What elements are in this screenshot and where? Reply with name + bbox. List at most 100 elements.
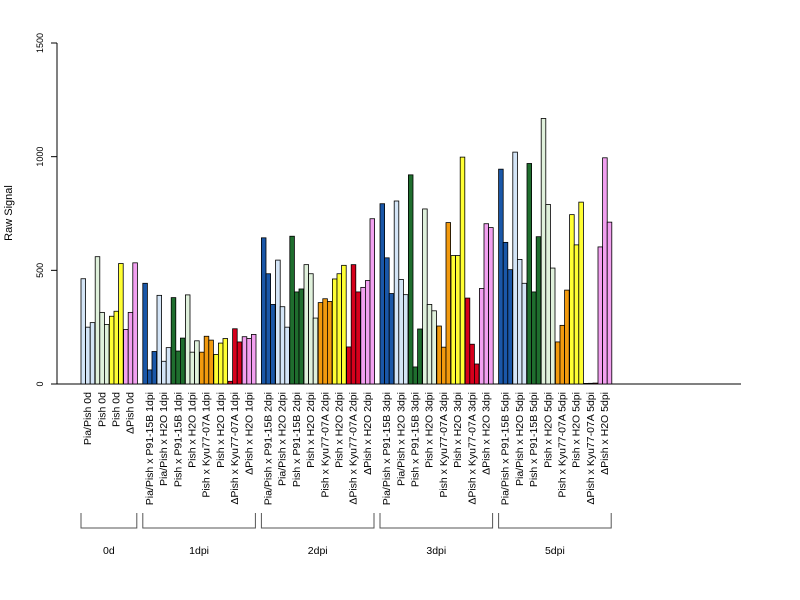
y-tick-label: 1500 xyxy=(35,33,45,53)
bar xyxy=(388,293,395,385)
x-tick-label: Pish x Kyu77-07A 5dpi xyxy=(557,392,569,498)
bar xyxy=(227,380,233,385)
bar xyxy=(455,255,461,385)
x-tick-label: Pia/Pish x P91-15B 1dpi xyxy=(144,392,156,505)
bar xyxy=(412,366,418,385)
x-tick-label: Pish x Kyu77-07A 3dpi xyxy=(438,392,450,498)
group-bracket xyxy=(498,513,612,529)
bar xyxy=(250,334,257,385)
bar xyxy=(498,168,504,385)
x-tick-label: Pish x P91-15B 2dpi xyxy=(291,392,303,487)
bar xyxy=(436,325,442,385)
bar xyxy=(213,354,219,385)
group-bracket xyxy=(260,513,375,529)
y-axis-label: Raw Signal xyxy=(3,185,15,241)
bar xyxy=(109,315,115,385)
x-tick-label: Pia/Pish x H2O 1dpi xyxy=(158,392,170,486)
bar xyxy=(417,328,423,385)
bar xyxy=(222,338,228,385)
x-tick-label: ΔPish x Kyu77-07A 1dpi xyxy=(229,392,241,505)
bars-layer xyxy=(80,118,613,385)
y-tick-label: 0 xyxy=(35,381,45,386)
bar xyxy=(246,338,252,385)
x-tick-label: Pish x H2O 5dpi xyxy=(542,392,554,468)
bar xyxy=(85,326,91,385)
bar xyxy=(531,291,537,385)
bar xyxy=(564,289,570,385)
bar xyxy=(336,273,342,385)
bar xyxy=(535,236,542,385)
x-tick-label: Pish x H2O 2dpi xyxy=(334,392,346,468)
bar xyxy=(402,294,409,385)
bar xyxy=(398,279,404,385)
bar xyxy=(161,360,167,385)
bar xyxy=(450,255,456,385)
bar xyxy=(89,322,96,385)
bar xyxy=(512,151,518,385)
bar xyxy=(502,241,509,385)
x-tick-label: Pish x H2O 2dpi xyxy=(305,392,317,468)
bar xyxy=(203,335,210,385)
bar xyxy=(170,297,177,385)
bar xyxy=(289,235,295,385)
x-tick-label: Pish x H2O 1dpi xyxy=(187,392,199,468)
bar xyxy=(175,350,181,385)
bar xyxy=(194,340,200,385)
x-tick-label: Pish x Kyu77-07A 1dpi xyxy=(201,392,213,498)
bar xyxy=(179,337,186,385)
bar xyxy=(573,244,580,385)
x-tick-label: Pia/Pish x P91-15B 5dpi xyxy=(500,392,512,505)
x-tick-label: Pish x H2O 3dpi xyxy=(452,392,464,468)
group-brackets: 0d 1dpi 2dpi 3dpi 5dpi xyxy=(80,513,612,557)
bar xyxy=(483,223,489,385)
x-tick-label: Pish x Kyu77-07A 2dpi xyxy=(319,392,331,498)
group-label: 2dpi xyxy=(308,545,328,557)
bar xyxy=(464,297,471,385)
x-tick-label: Pia/Pish x H2O 5dpi xyxy=(514,392,526,486)
bar xyxy=(540,118,547,385)
bar xyxy=(559,324,565,385)
x-tick-label: Pish x H2O 1dpi xyxy=(215,392,227,468)
bar xyxy=(284,326,290,385)
x-tick-label: Pish x P91-15B 5dpi xyxy=(528,392,540,487)
bar xyxy=(583,382,589,385)
bar xyxy=(478,288,485,385)
group-label: 1dpi xyxy=(189,545,209,557)
bar xyxy=(270,304,276,385)
bar xyxy=(275,259,281,385)
bar xyxy=(303,264,309,385)
x-tick-label: Pia/Pish x H2O 3dpi xyxy=(395,392,407,486)
y-axis: 0 500 1000 1500 xyxy=(35,33,58,387)
bar xyxy=(473,363,480,385)
bar xyxy=(308,273,314,385)
group-label: 3dpi xyxy=(426,545,446,557)
bar xyxy=(265,273,271,385)
bar xyxy=(545,204,551,385)
x-tick-label: Pish x P91-15B 1dpi xyxy=(172,392,184,487)
bar xyxy=(384,257,390,385)
bar xyxy=(426,304,433,385)
bar xyxy=(346,346,352,385)
bar xyxy=(407,174,414,385)
bar xyxy=(606,221,613,385)
bar xyxy=(312,317,319,385)
bar xyxy=(279,306,286,385)
bar xyxy=(422,208,428,385)
x-tick-label: Pia/Pish x H2O 2dpi xyxy=(277,392,289,486)
x-tick-label: Pish 0d xyxy=(111,392,123,427)
x-tick-label: ΔPish x Kyu77-07A 5dpi xyxy=(585,392,597,505)
bar xyxy=(459,156,466,385)
group-label: 5dpi xyxy=(545,545,565,557)
bar xyxy=(488,227,494,385)
bar xyxy=(293,291,300,385)
bar xyxy=(588,382,594,385)
bar xyxy=(597,246,603,385)
bar xyxy=(118,263,124,385)
x-tick-label: Pia/Pish 0d xyxy=(82,392,94,445)
bar xyxy=(569,214,575,385)
x-tick-label: Pish x H2O 3dpi xyxy=(424,392,436,468)
bar xyxy=(440,346,447,385)
bar xyxy=(355,291,361,385)
bar xyxy=(322,298,328,385)
